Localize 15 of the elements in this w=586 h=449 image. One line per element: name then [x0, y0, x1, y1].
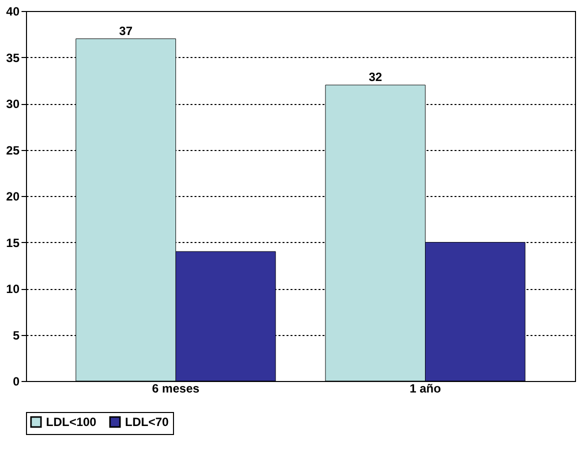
- x-tick-label: 6 meses: [152, 382, 200, 396]
- y-tick-label: 40: [6, 4, 20, 18]
- y-tick-label: 35: [6, 50, 20, 65]
- legend-label: LDL<100: [46, 415, 97, 429]
- x-tick-label: 1 año: [410, 382, 441, 396]
- y-tick-label: 30: [6, 97, 20, 111]
- y-tick-label: 0: [12, 374, 20, 388]
- data-label: 32: [368, 70, 382, 84]
- y-tick-label: 25: [6, 143, 20, 158]
- y-tick-label: 15: [6, 236, 20, 250]
- data-label: 37: [119, 24, 133, 38]
- y-tick-label: 20: [6, 190, 20, 204]
- legend-label: LDL<70: [125, 415, 170, 429]
- y-tick-label: 10: [6, 282, 20, 296]
- y-tick-label: 5: [12, 328, 20, 342]
